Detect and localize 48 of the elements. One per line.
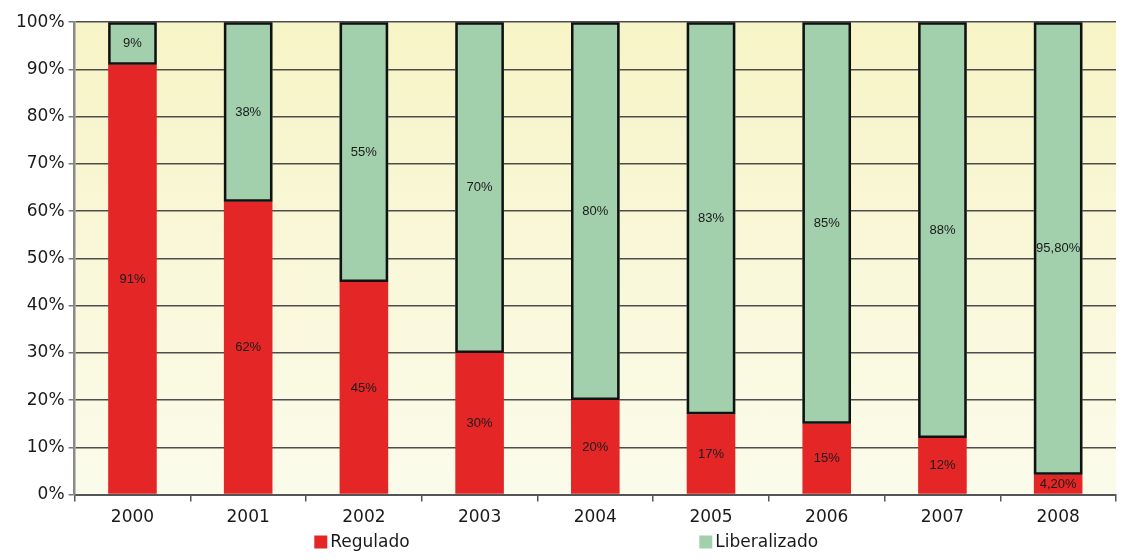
data-label: 4,20%: [1039, 475, 1078, 491]
x-tick-label: 2000: [110, 506, 155, 527]
x-tick-label: 2006: [805, 506, 849, 527]
data-label: 70%: [466, 179, 494, 195]
y-tick-label: 30%: [26, 341, 65, 362]
y-tick-label: 70%: [26, 152, 65, 173]
bar: [108, 64, 157, 494]
data-label: 80%: [582, 202, 609, 218]
data-label: 62%: [235, 339, 262, 355]
x-tick-label: 2002: [342, 506, 386, 527]
data-label: 30%: [466, 414, 494, 430]
x-tick-label: 2001: [226, 506, 270, 527]
data-label: 15%: [813, 450, 841, 466]
data-label: 45%: [350, 379, 378, 395]
y-tick-label: 100%: [15, 10, 65, 31]
bar: [339, 282, 389, 494]
x-tick-label: 2005: [689, 506, 733, 527]
data-label: 91%: [119, 270, 146, 286]
data-label: 95,80%: [1036, 240, 1081, 256]
bar: [918, 437, 967, 494]
y-tick-label: 0%: [37, 483, 65, 504]
legend-label: Liberalizado: [715, 531, 819, 552]
data-label: 88%: [929, 221, 956, 237]
y-tick-label: 80%: [26, 105, 65, 126]
bar: [455, 352, 504, 494]
y-tick-label: 90%: [26, 57, 65, 78]
y-tick-label: 20%: [26, 388, 65, 409]
legend-label: Regulado: [330, 531, 410, 552]
data-label: 9%: [123, 35, 143, 51]
x-tick-label: 2004: [573, 506, 617, 527]
data-label: 17%: [698, 445, 725, 461]
data-label: 55%: [350, 143, 378, 159]
y-tick-label: 40%: [26, 294, 65, 315]
bar: [223, 201, 273, 494]
data-label: 38%: [235, 103, 262, 119]
data-label: 20%: [582, 438, 609, 454]
bar: [802, 423, 852, 494]
data-label: 12%: [929, 457, 956, 473]
data-label: 85%: [813, 214, 841, 230]
x-tick-label: 2008: [1036, 506, 1080, 527]
y-tick-label: 50%: [26, 246, 65, 267]
x-tick-label: 2007: [920, 506, 965, 527]
y-tick-label: 60%: [26, 199, 65, 220]
y-tick-label: 10%: [26, 435, 65, 456]
bar: [686, 414, 736, 494]
bar: [571, 400, 620, 494]
x-tick-label: 2003: [457, 506, 502, 527]
data-label: 83%: [698, 209, 725, 225]
